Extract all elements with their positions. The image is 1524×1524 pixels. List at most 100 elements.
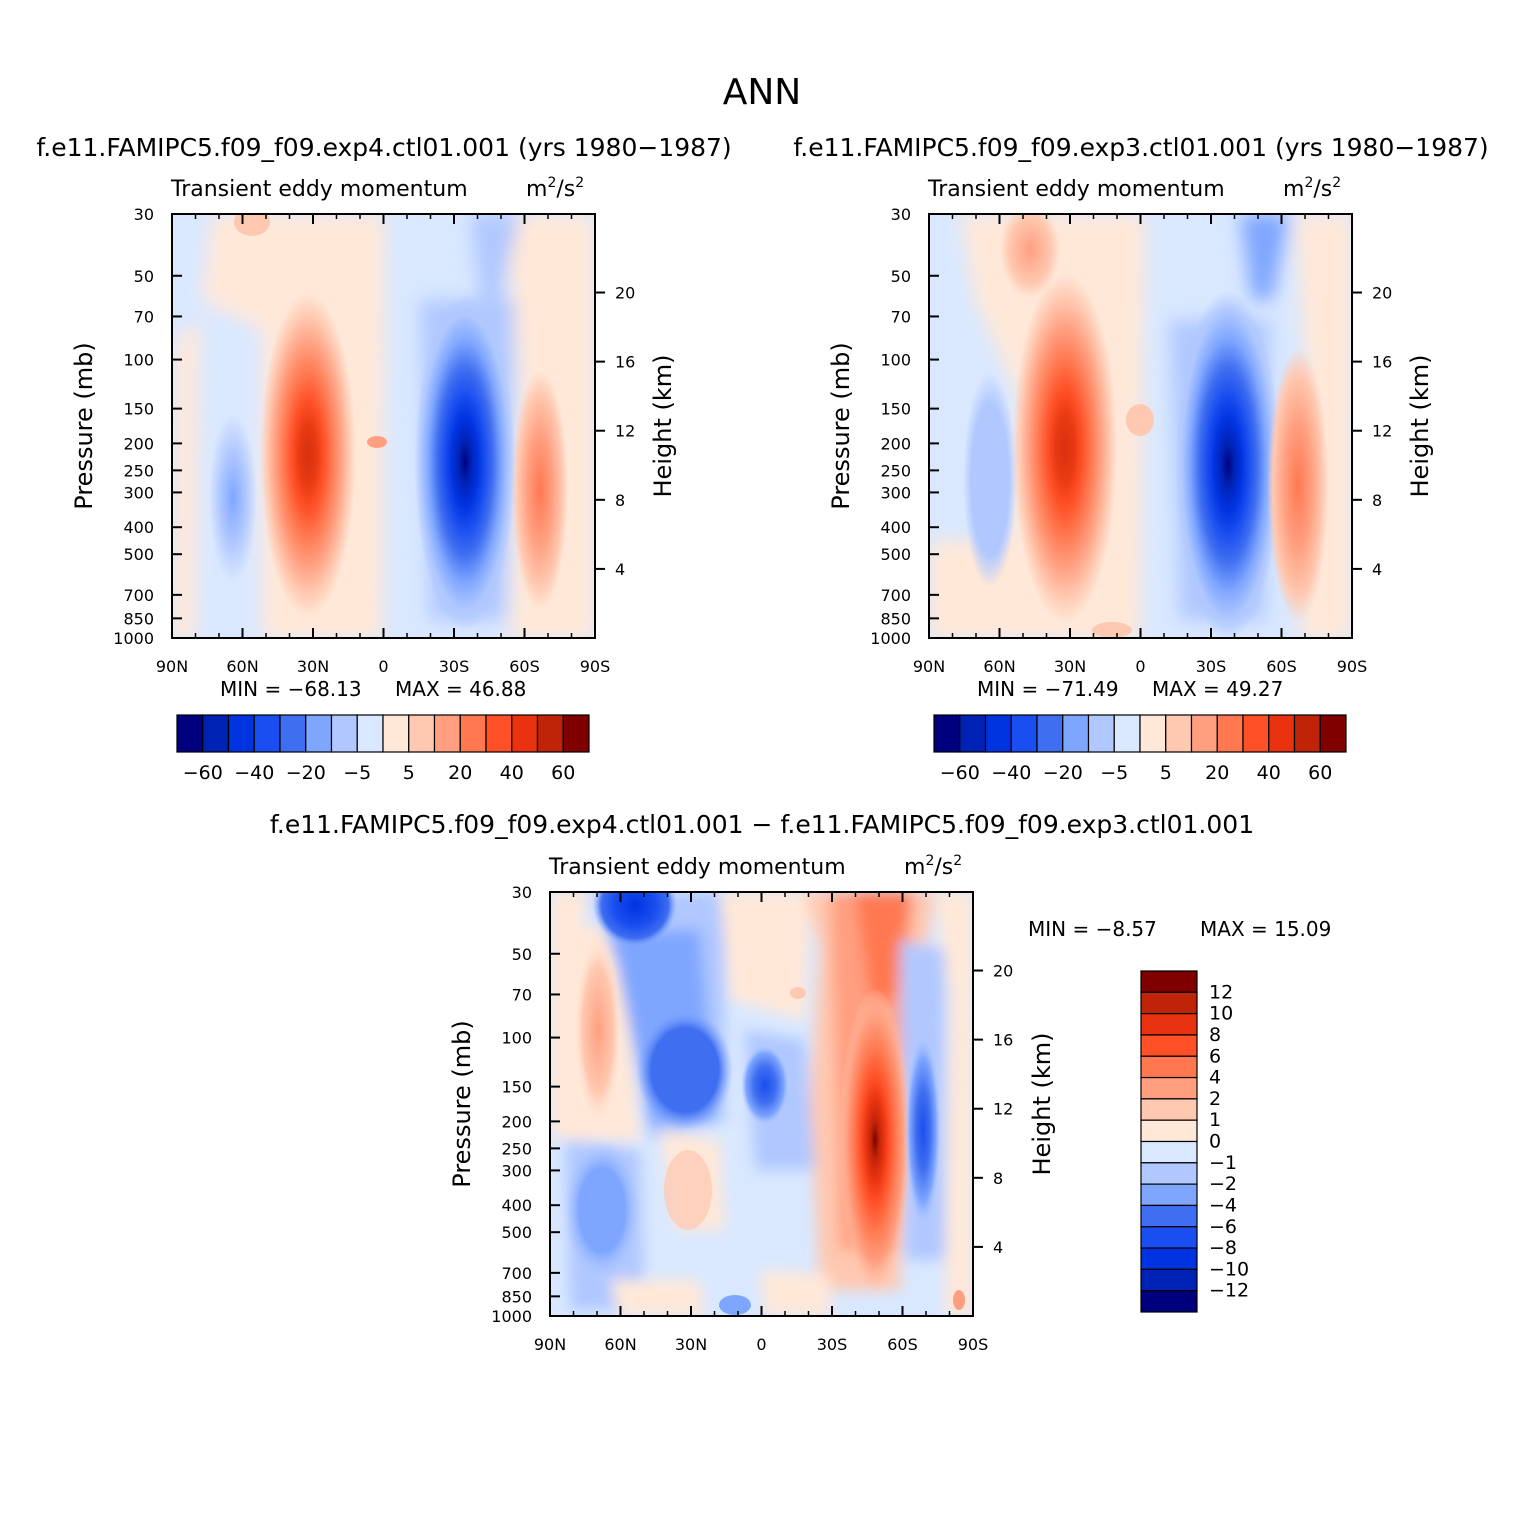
y-tick-label: 400 xyxy=(123,518,154,537)
colorbar-swatch xyxy=(330,714,358,753)
y-tick-label: 300 xyxy=(880,483,911,502)
height-tick-label: 20 xyxy=(1372,284,1392,303)
colorbar-swatch xyxy=(1319,714,1347,753)
colorbar-label: 5 xyxy=(403,762,415,784)
units-label-difference: m2/s2 xyxy=(904,853,962,880)
x-tick-label: 30N xyxy=(675,1335,707,1354)
x-tick-label: 60S xyxy=(1266,657,1297,676)
colorbar-swatch xyxy=(1140,1055,1198,1079)
y-tick-label: 30 xyxy=(512,883,532,902)
x-tick-label: 90N xyxy=(156,657,188,676)
x-tick-label: 90S xyxy=(958,1335,989,1354)
colorbar-swatch xyxy=(1140,1226,1198,1249)
height-tick-label: 16 xyxy=(615,353,635,372)
colorbar-swatch xyxy=(1140,991,1198,1015)
colorbar-label: 20 xyxy=(1205,762,1229,784)
y-tick-label: 1000 xyxy=(113,629,154,648)
colorbar-swatch xyxy=(253,714,281,753)
min-label-difference: MIN = −8.57 xyxy=(1028,917,1157,941)
ylabel-right-exp4: Height (km) xyxy=(649,355,677,498)
axes-exp3: 90N 60N 30N 0 30S 60S 90S 30 50 70 100 150 200 250 300… xyxy=(870,205,1392,676)
colorbar-swatch xyxy=(1242,714,1270,753)
y-tick-label: 50 xyxy=(891,267,911,286)
variable-label-exp4: Transient eddy momentum xyxy=(170,177,468,202)
colorbar-swatch xyxy=(356,714,384,753)
colorbar-swatch xyxy=(1165,714,1193,753)
colorbar-swatch xyxy=(485,714,513,753)
y-tick-label: 250 xyxy=(123,461,154,480)
colorbar-swatch xyxy=(1140,1119,1198,1143)
y-tick-label: 50 xyxy=(512,945,532,964)
ylabel-right-difference: Height (km) xyxy=(1028,1033,1056,1176)
axes-difference: 90N 60N 30N 0 30S 60S 90S 30 50 70 100 150 200 250 300… xyxy=(491,883,1013,1354)
x-tick-label: 60N xyxy=(226,657,258,676)
colorbar-swatch xyxy=(1140,1076,1198,1100)
y-tick-label: 500 xyxy=(123,545,154,564)
colorbar-swatch xyxy=(1140,1183,1198,1207)
colorbar-swatch xyxy=(511,714,539,753)
max-label-exp4: MAX = 46.88 xyxy=(395,677,526,701)
panel-title-3: f.e11.FAMIPC5.f09_f09.exp4.ctl01.001 − f… xyxy=(270,810,1254,839)
colorbar-label: −5 xyxy=(1100,762,1128,784)
x-tick-label: 60S xyxy=(509,657,540,676)
y-tick-label: 300 xyxy=(123,483,154,502)
max-label-exp3: MAX = 49.27 xyxy=(1152,677,1283,701)
colorbar-swatch xyxy=(305,714,333,753)
y-tick-label: 250 xyxy=(501,1139,532,1158)
y-tick-label: 500 xyxy=(501,1223,532,1242)
min-label-exp3: MIN = −71.49 xyxy=(977,677,1119,701)
colorbar-swatch xyxy=(1190,714,1218,753)
height-tick-label: 16 xyxy=(993,1031,1013,1050)
height-tick-label: 12 xyxy=(615,422,635,441)
page-title: ANN xyxy=(723,72,802,113)
x-tick-label: 30S xyxy=(439,657,470,676)
colorbar-label: −60 xyxy=(940,762,980,784)
y-tick-label: 400 xyxy=(880,518,911,537)
colorbar-swatch xyxy=(1140,1013,1198,1036)
min-label-exp4: MIN = −68.13 xyxy=(220,677,362,701)
colorbar-swatch xyxy=(202,714,230,753)
y-tick-label: 850 xyxy=(880,609,911,628)
ylabel-left-exp4: Pressure (mb) xyxy=(70,342,98,509)
colorbar-label: 12 xyxy=(1209,981,1233,1003)
colorbar-swatch xyxy=(1036,714,1064,753)
units-label-exp3: m2/s2 xyxy=(1283,175,1341,202)
contour-field-exp3 xyxy=(929,214,1352,638)
y-tick-label: 700 xyxy=(501,1264,532,1283)
y-tick-label: 50 xyxy=(134,267,154,286)
y-tick-label: 200 xyxy=(123,434,154,453)
colorbar-label: −8 xyxy=(1209,1237,1237,1259)
y-tick-label: 1000 xyxy=(870,629,911,648)
colorbar-exp4: −60 −40 −20 −5 5 20 40 60 xyxy=(176,714,590,784)
x-tick-label: 30S xyxy=(1196,657,1227,676)
y-tick-label: 500 xyxy=(880,545,911,564)
y-tick-label: 250 xyxy=(880,461,911,480)
colorbar-label: 60 xyxy=(1308,762,1332,784)
colorbar-swatch xyxy=(959,714,987,753)
panel-difference: 90N 60N 30N 0 30S 60S 90S305070100150200250300… xyxy=(448,853,1331,1354)
panel-title-1: f.e11.FAMIPC5.f09_f09.exp4.ctl01.001 (yr… xyxy=(36,133,731,162)
colorbar-swatch xyxy=(1140,1268,1198,1292)
colorbar-label: 10 xyxy=(1209,1003,1233,1025)
contour-field-exp4 xyxy=(172,214,595,638)
y-tick-label: 70 xyxy=(512,985,532,1004)
colorbar-swatch xyxy=(1140,1290,1198,1313)
y-tick-label: 850 xyxy=(501,1287,532,1306)
x-tick-label: 90N xyxy=(534,1335,566,1354)
y-tick-label: 300 xyxy=(501,1161,532,1180)
colorbar-label: 5 xyxy=(1160,762,1172,784)
x-tick-label: 0 xyxy=(378,657,388,676)
y-tick-label: 150 xyxy=(123,400,154,419)
height-tick-label: 12 xyxy=(993,1100,1013,1119)
ylabel-right-exp3: Height (km) xyxy=(1406,355,1434,498)
height-tick-label: 20 xyxy=(615,284,635,303)
colorbar-swatch xyxy=(536,714,564,753)
axes-exp4: 90N 60N 30N 0 30S 60S 90S 30 50 70 100 150 200 250 300… xyxy=(113,205,635,676)
height-tick-label: 4 xyxy=(615,560,625,579)
height-tick-label: 4 xyxy=(993,1238,1003,1257)
colorbar-label: −4 xyxy=(1209,1194,1237,1216)
colorbar-swatch xyxy=(459,714,487,753)
colorbar-label: −20 xyxy=(1043,762,1083,784)
colorbar-swatch xyxy=(1293,714,1321,753)
